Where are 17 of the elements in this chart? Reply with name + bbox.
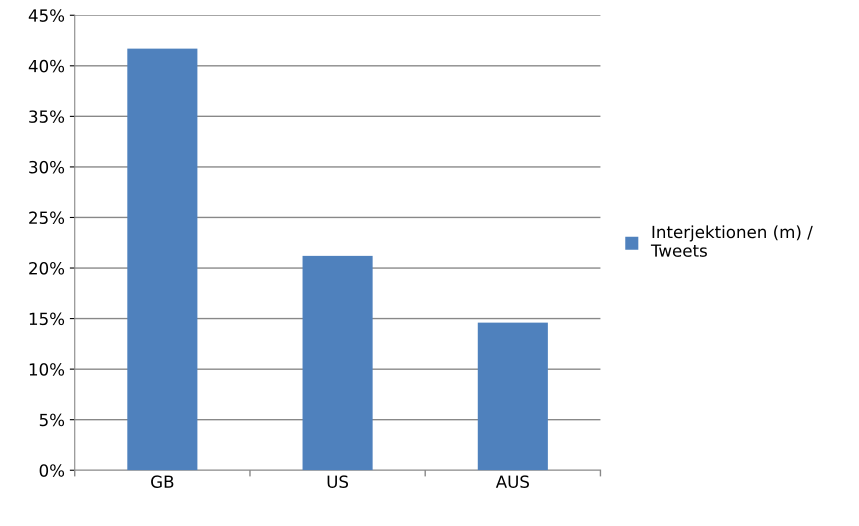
legend-label: Interjektionen (m) / Tweets [650,225,813,257]
x-tick-label: GB [151,475,174,488]
bar [478,322,548,470]
bar [302,256,373,470]
x-tick-label: AUS [496,475,529,488]
y-tick-label: 25% [29,211,64,224]
x-tick-label: US [328,475,348,488]
y-tick-label: 0% [40,464,64,477]
y-tick-label: 5% [40,414,64,426]
y-tick-label: 40% [28,60,64,72]
y-tick-label: 30% [29,160,64,174]
y-tick-label: 35% [29,110,64,123]
y-tick-label: 10% [30,363,64,376]
bar [127,48,198,470]
y-tick-label: 15% [30,312,64,326]
y-tick-label: 20% [29,262,64,275]
y-tick-label: 45% [28,9,64,22]
